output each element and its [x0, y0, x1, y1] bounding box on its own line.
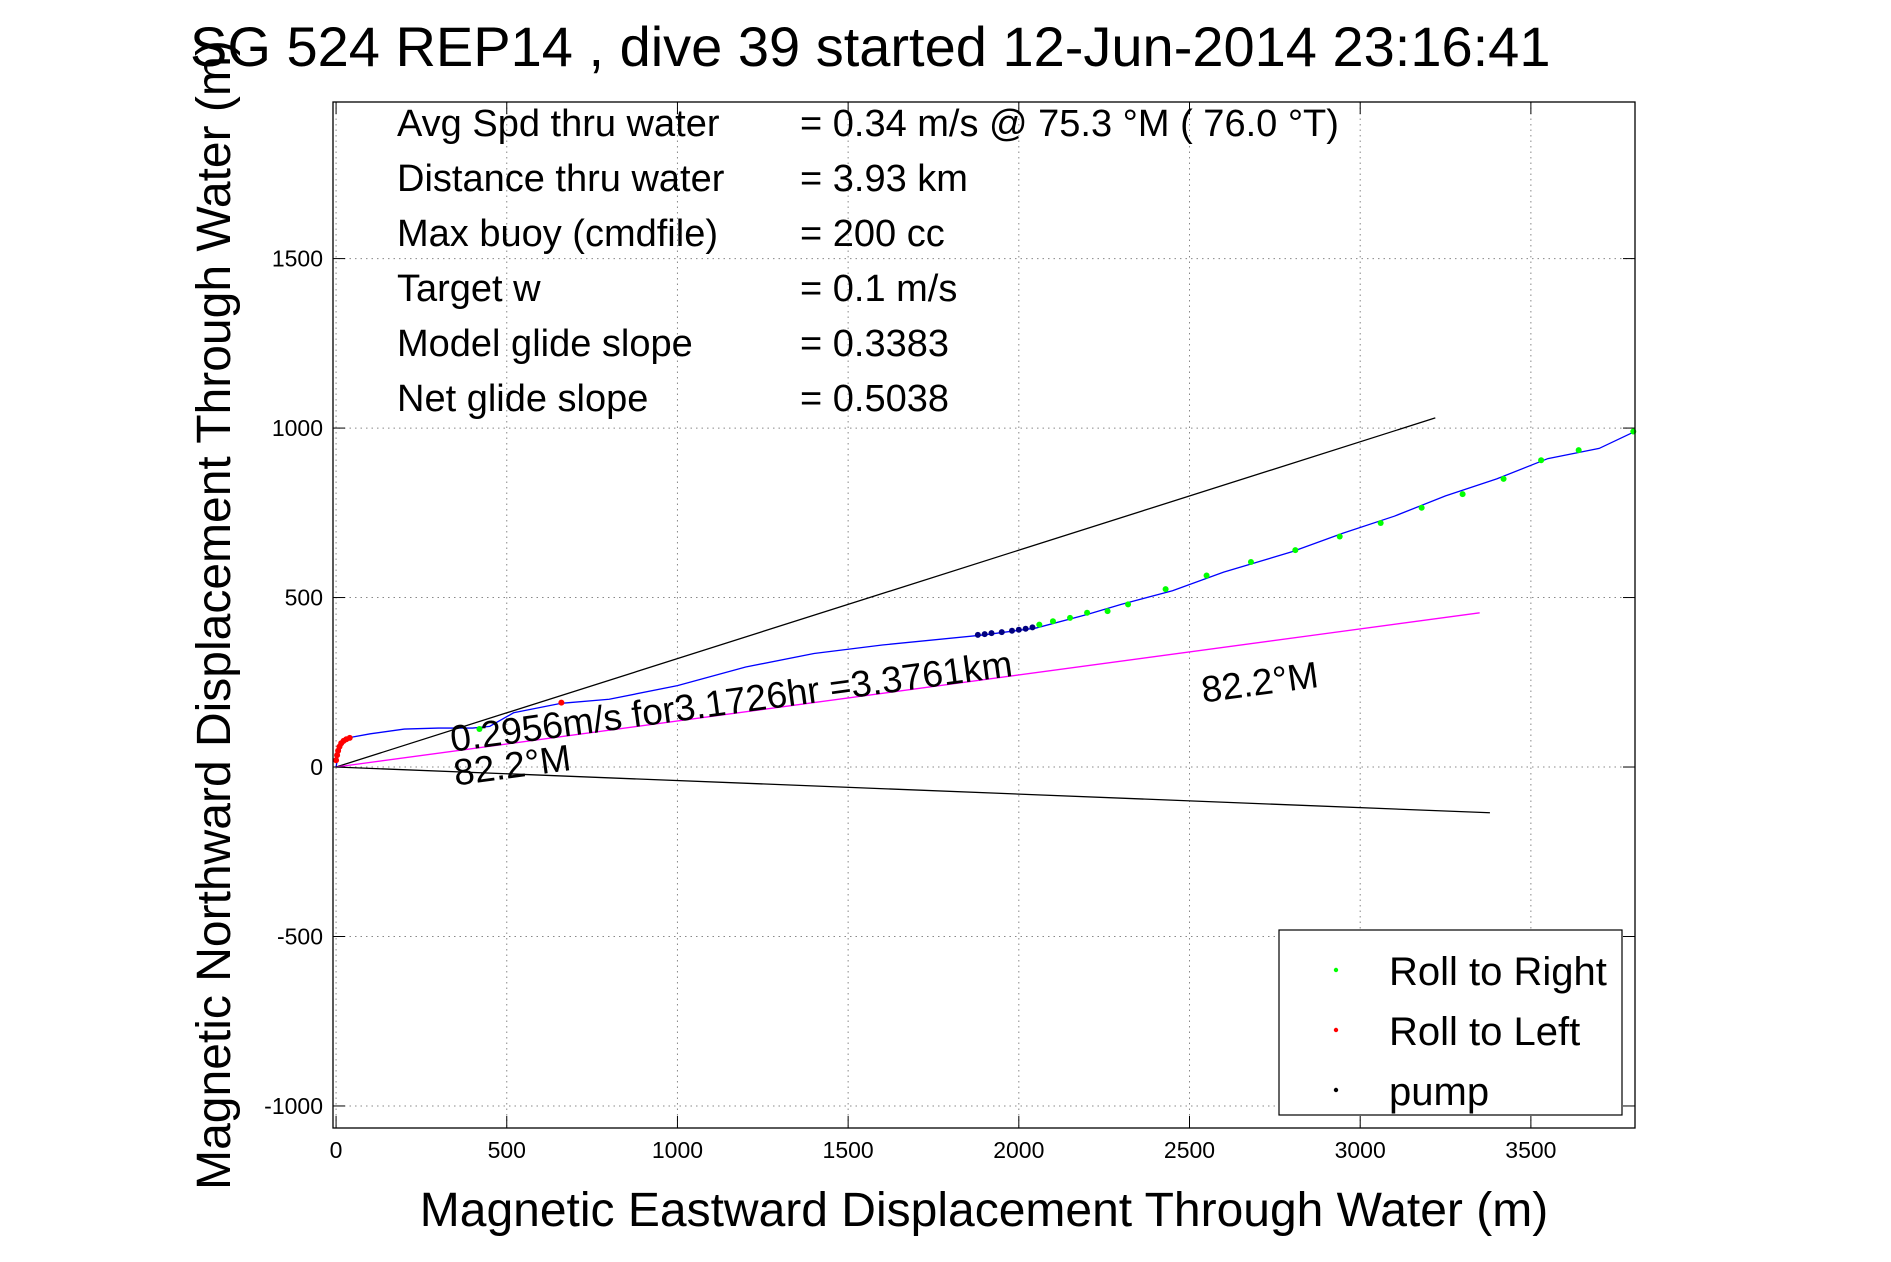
data-point-roll-to-right — [476, 726, 483, 733]
data-point-roll-to-right — [1247, 558, 1254, 565]
info-value: = 0.1 m/s — [800, 268, 957, 310]
series-line-lower-bound — [336, 766, 1490, 814]
y-tick-label: 0 — [310, 754, 323, 780]
data-point-pump — [981, 631, 988, 638]
y-axis-label: Magnetic Northward Displacement Through … — [188, 40, 241, 1190]
data-point-roll-to-right — [1418, 504, 1425, 511]
y-tick-label: 500 — [285, 585, 323, 611]
x-tick-label: 1500 — [823, 1137, 874, 1163]
info-text-block: Avg Spd thru water = 0.34 m/s @ 75.3 °M (… — [397, 103, 1339, 420]
x-tick-label: 3500 — [1505, 1137, 1556, 1163]
data-point-roll-to-right — [1203, 572, 1210, 579]
info-value: = 0.34 m/s @ 75.3 °M ( 76.0 °T) — [800, 103, 1339, 145]
data-point-roll-to-left — [558, 699, 565, 706]
plot-frame — [332, 101, 1636, 1129]
data-point-roll-to-right — [1067, 614, 1074, 621]
y-tick-label: -1000 — [264, 1093, 323, 1119]
legend-marker — [1333, 1027, 1339, 1033]
data-point-roll-to-right — [1036, 621, 1043, 628]
data-point-pump — [1015, 626, 1022, 633]
data-point-roll-to-right — [1125, 601, 1132, 608]
data-point-roll-to-right — [1377, 519, 1384, 526]
x-tick-label: 500 — [488, 1137, 526, 1163]
data-point-roll-to-right — [1459, 491, 1466, 498]
data-point-roll-to-right — [1104, 608, 1111, 615]
legend-label: pump — [1389, 1070, 1489, 1114]
info-label: Max buoy (cmdfile) — [397, 213, 718, 255]
series-line-track — [335, 430, 1636, 768]
x-tick-label: 0 — [330, 1137, 343, 1163]
data-point-pump — [1029, 624, 1036, 631]
info-label: Model glide slope — [397, 323, 693, 365]
data-point-roll-to-right — [1049, 618, 1056, 625]
data-point-roll-to-right — [1162, 586, 1169, 593]
data-point-pump — [998, 629, 1005, 636]
legend-label: Roll to Left — [1389, 1010, 1580, 1054]
info-label: Distance thru water — [397, 158, 725, 200]
x-axis-label: Magnetic Eastward Displacement Through W… — [420, 1184, 1548, 1237]
info-value: = 200 cc — [800, 213, 945, 255]
x-tick-label: 2000 — [993, 1137, 1044, 1163]
series-lines — [335, 417, 1636, 814]
data-point-roll-to-left — [333, 757, 340, 764]
legend-label: Roll to Right — [1389, 950, 1607, 994]
legend-marker — [1333, 967, 1339, 973]
info-value: = 3.93 km — [800, 158, 968, 200]
legend-marker — [1333, 1087, 1339, 1093]
data-point-roll-to-right — [1538, 457, 1545, 464]
info-label: Target w — [397, 268, 541, 310]
x-tick-label: 2500 — [1164, 1137, 1215, 1163]
data-point-roll-to-right — [1336, 533, 1343, 540]
legend: Roll to Right Roll to Left pump — [1278, 929, 1623, 1116]
annotation-text: 82.2°M — [1199, 654, 1321, 710]
series-markers — [333, 428, 1637, 764]
data-point-pump — [988, 630, 995, 637]
y-tick-label: 1500 — [272, 246, 323, 272]
info-value: = 0.3383 — [800, 323, 949, 365]
x-tick-label: 3000 — [1335, 1137, 1386, 1163]
data-point-pump — [974, 631, 981, 638]
data-point-roll-to-left — [346, 734, 353, 741]
data-point-roll-to-right — [1084, 609, 1091, 616]
info-label: Net glide slope — [397, 378, 648, 420]
data-point-pump — [1022, 625, 1029, 632]
info-value: = 0.5038 — [800, 378, 949, 420]
data-point-roll-to-right — [1292, 547, 1299, 554]
axis-ticks: 0 500 1000 1500 2000 2500 3000 3500 -1000 -500 0 50… — [264, 102, 1635, 1163]
series-line-upper-bound — [335, 417, 1436, 768]
info-label: Avg Spd thru water — [397, 103, 720, 145]
y-tick-label: -500 — [277, 923, 323, 949]
chart-title: SG 524 REP14 , dive 39 started 12-Jun-20… — [190, 15, 1550, 78]
data-point-roll-to-right — [1500, 475, 1507, 482]
x-tick-label: 1000 — [652, 1137, 703, 1163]
data-point-pump — [1008, 627, 1015, 634]
data-point-roll-to-right — [1575, 447, 1582, 454]
series-line-net-heading — [335, 612, 1480, 768]
y-tick-label: 1000 — [272, 415, 323, 441]
legend-box — [1278, 929, 1623, 1116]
